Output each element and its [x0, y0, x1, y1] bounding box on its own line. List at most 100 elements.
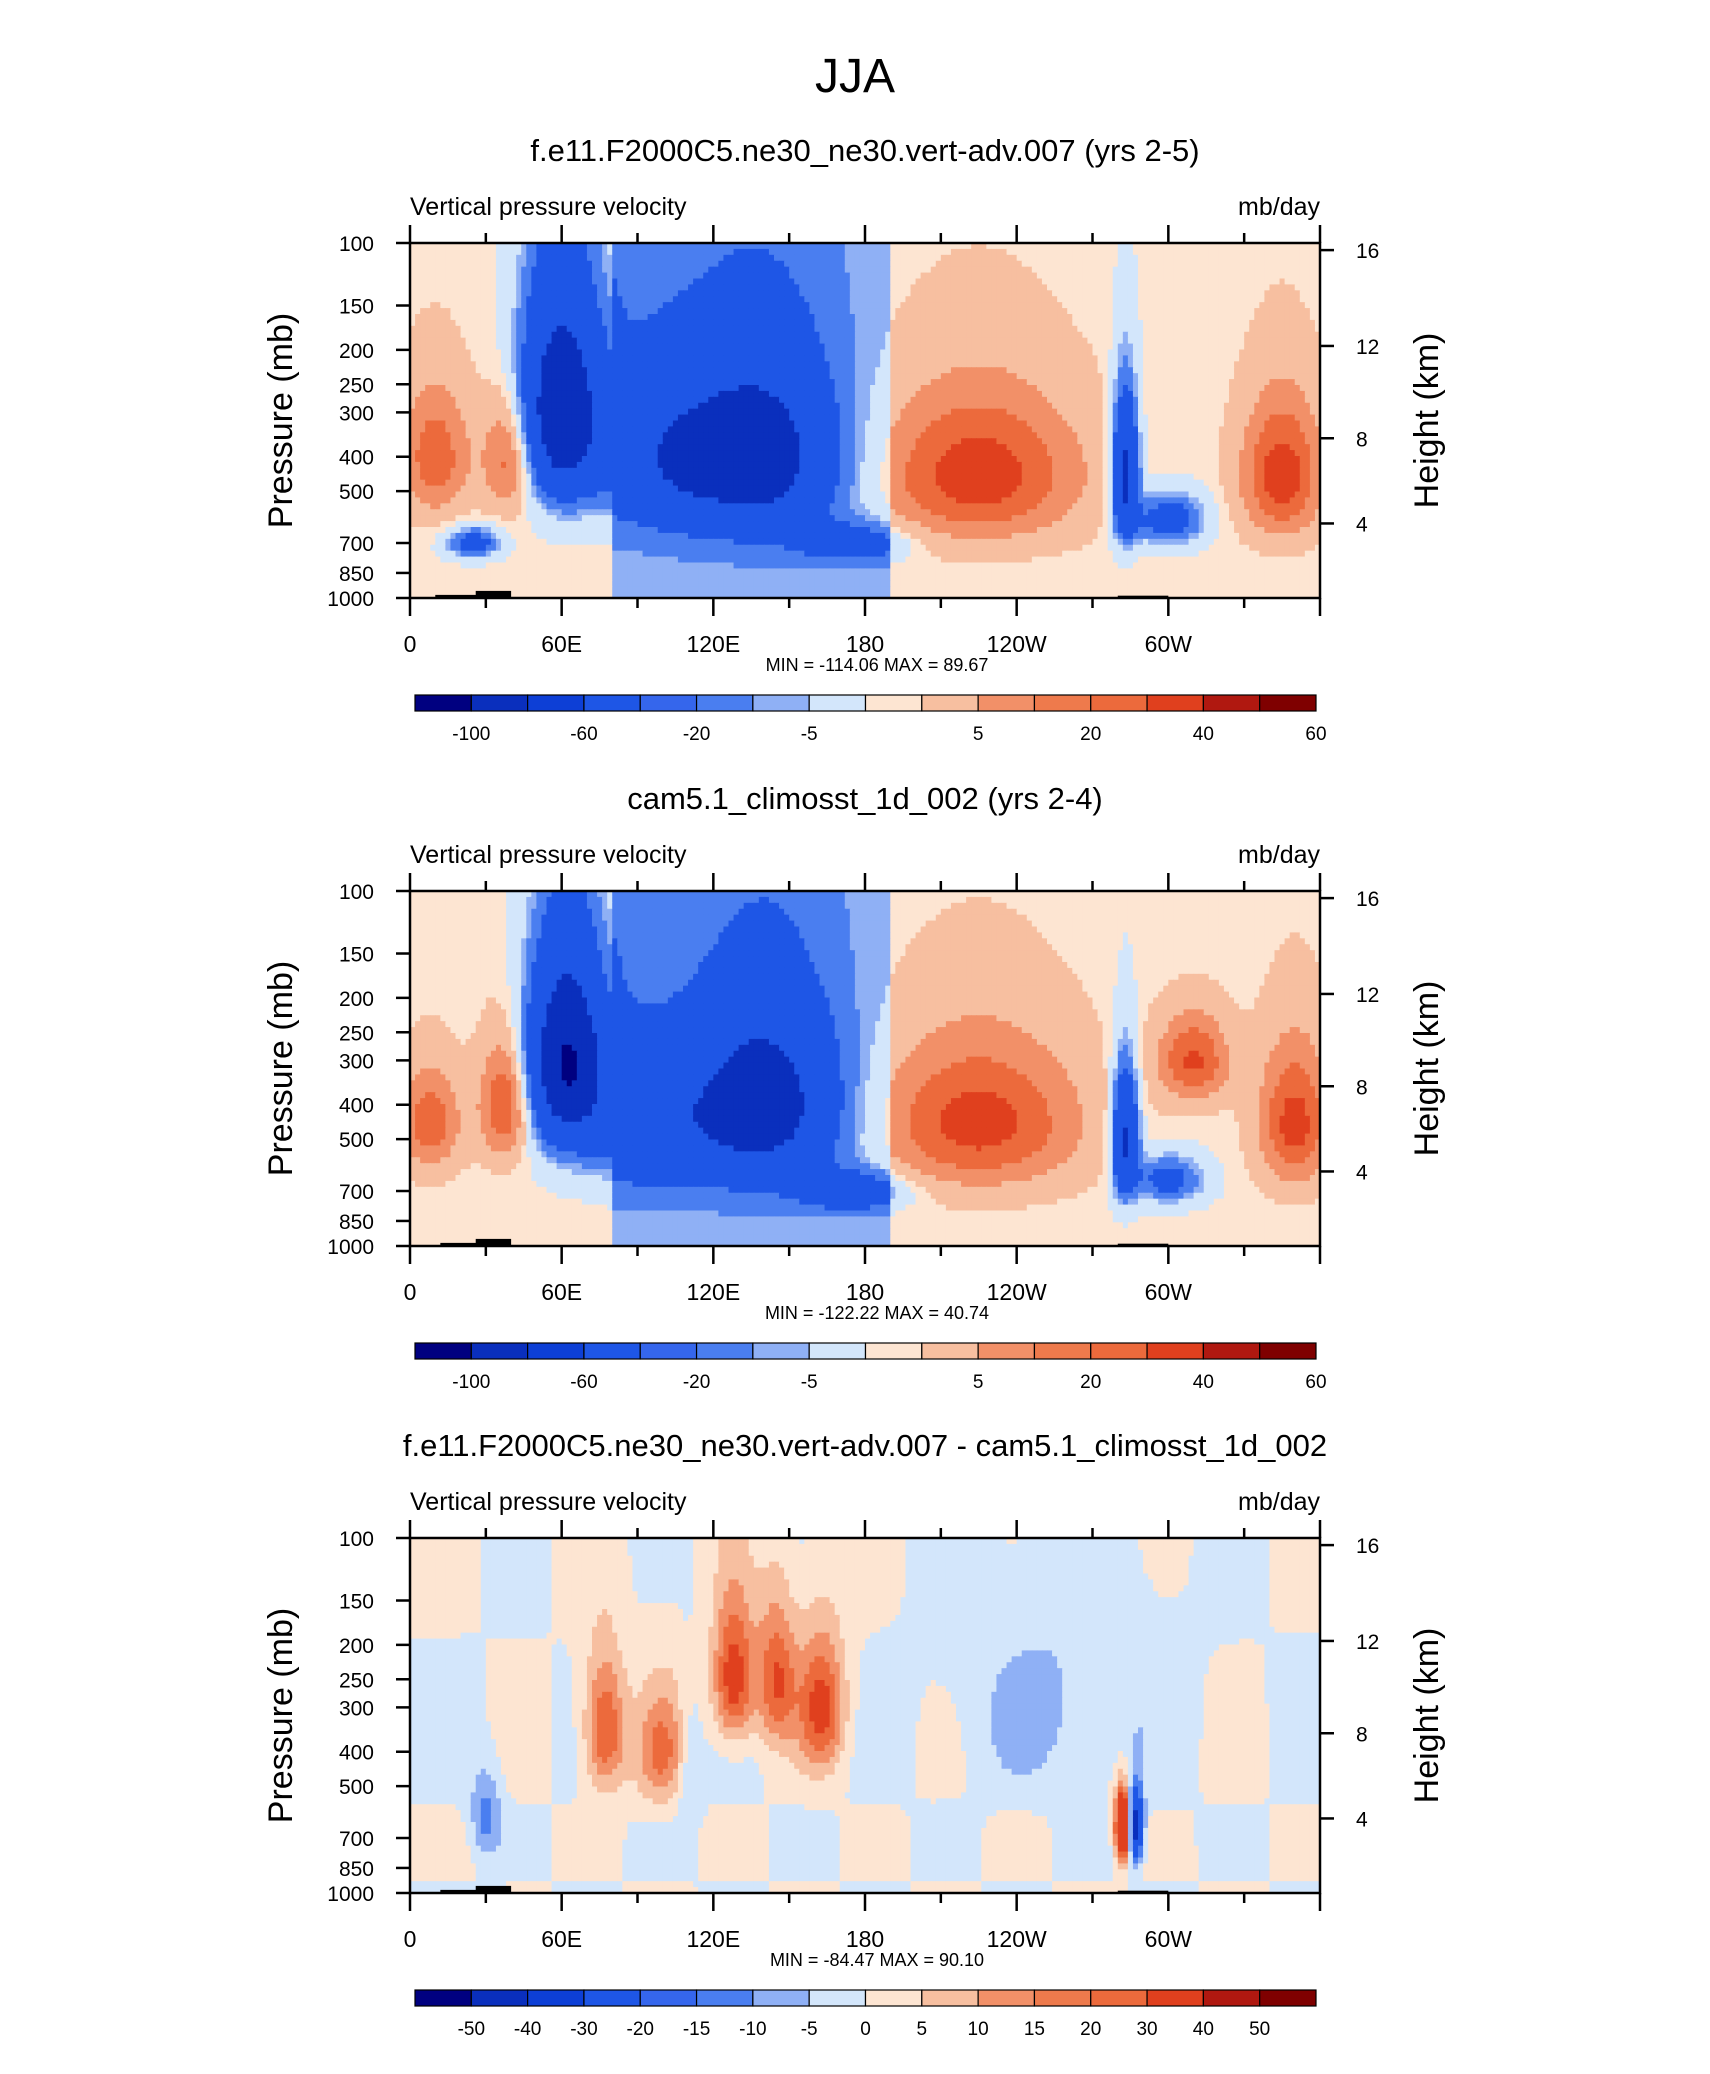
field-cell [652, 254, 659, 262]
field-cell [1132, 379, 1139, 386]
field-cell [844, 278, 851, 286]
field-cell [920, 278, 927, 286]
field-cell [662, 260, 669, 268]
field-cell [1163, 248, 1169, 256]
field-cell [642, 290, 649, 297]
field-cell [561, 355, 568, 362]
field-cell [804, 349, 810, 357]
field-cell [1112, 266, 1119, 274]
field-cell [1274, 296, 1281, 303]
field-cell [546, 367, 553, 374]
field-cell [1052, 390, 1058, 398]
field-cell [809, 302, 816, 309]
field-cell [693, 260, 699, 268]
field-cell [1314, 266, 1320, 274]
field-cell [1062, 266, 1068, 274]
field-cell [1062, 260, 1068, 268]
field-cell [632, 390, 639, 398]
field-cell [1092, 296, 1099, 303]
field-cell [1249, 290, 1255, 297]
field-cell [506, 367, 512, 374]
field-cell [551, 367, 558, 374]
field-cell [738, 296, 745, 303]
field-cell [642, 248, 649, 256]
field-cell [662, 325, 669, 333]
field-cell [693, 278, 699, 286]
field-cell [991, 296, 998, 303]
field-cell [470, 337, 477, 345]
field-cell [996, 402, 1003, 410]
field-cell [1198, 290, 1205, 297]
field-cell [415, 272, 421, 280]
field-cell [652, 402, 659, 410]
field-cell [1163, 260, 1169, 268]
field-cell [1122, 254, 1129, 262]
field-cell [829, 296, 836, 303]
field-cell [1223, 272, 1230, 280]
field-cell [875, 319, 881, 327]
field-cell [763, 367, 770, 374]
field-cell [976, 260, 982, 268]
field-cell [774, 361, 780, 368]
field-cell [829, 367, 836, 374]
field-cell [1057, 325, 1063, 333]
field-cell [718, 373, 725, 380]
field-cell [743, 314, 750, 321]
field-cell [956, 367, 962, 374]
field-cell [763, 314, 770, 321]
field-cell [834, 254, 841, 262]
field-cell [541, 248, 548, 256]
field-cell [950, 308, 957, 315]
field-cell [677, 308, 684, 315]
field-cell [824, 385, 831, 392]
field-cell [430, 248, 436, 256]
field-cell [859, 314, 866, 321]
field-cell [602, 272, 608, 280]
field-cell [662, 254, 669, 262]
field-cell [804, 272, 810, 280]
field-cell [976, 284, 982, 291]
field-cell [490, 349, 497, 357]
field-cell [910, 319, 917, 327]
field-cell [753, 254, 760, 262]
field-cell [1198, 278, 1205, 286]
field-cell [966, 290, 972, 297]
field-cell [521, 296, 527, 303]
field-cell [1006, 260, 1013, 268]
field-cell [597, 266, 603, 274]
field-cell [576, 390, 583, 398]
field-cell [834, 402, 841, 410]
field-cell [839, 248, 846, 256]
field-cell [521, 272, 527, 280]
field-cell [425, 278, 431, 286]
field-cell [885, 355, 891, 362]
field-cell [768, 373, 775, 380]
field-cell [1112, 379, 1119, 386]
field-cell [425, 272, 431, 280]
field-cell [1122, 385, 1129, 392]
field-cell [758, 260, 765, 268]
field-cell [693, 402, 699, 410]
field-cell [981, 296, 987, 303]
field-cell [920, 331, 927, 339]
field-cell [521, 373, 527, 380]
field-cell [794, 248, 800, 256]
field-cell [1223, 308, 1230, 315]
field-cell [966, 302, 972, 309]
field-cell [597, 290, 603, 297]
field-cell [662, 349, 669, 357]
field-cell [718, 308, 725, 315]
field-cell [829, 361, 836, 368]
field-cell [971, 343, 977, 351]
field-cell [1158, 373, 1164, 380]
field-cell [1122, 248, 1129, 256]
field-cell [1031, 385, 1038, 392]
field-cell [1244, 284, 1250, 291]
field-cell [956, 385, 962, 392]
field-cell [1021, 254, 1028, 262]
field-cell [1138, 290, 1144, 297]
field-cell [647, 379, 654, 386]
field-cell [667, 290, 674, 297]
field-cell [834, 337, 841, 345]
field-cell [410, 367, 416, 374]
